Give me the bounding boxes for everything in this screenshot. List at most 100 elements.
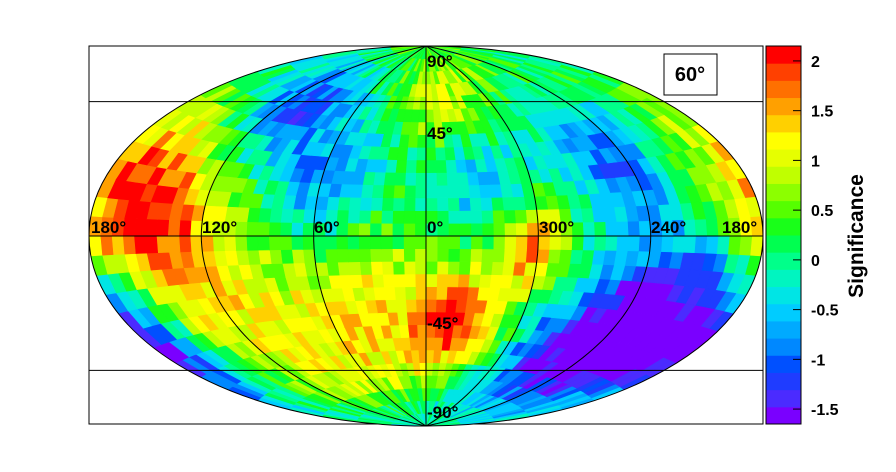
- map-cell: [548, 235, 562, 250]
- map-cell: [347, 209, 360, 224]
- map-cell: [503, 222, 517, 237]
- map-cell: [514, 209, 528, 224]
- coordinate-grid: [89, 45, 763, 427]
- colorbar-tick-label: 0.5: [811, 203, 833, 220]
- map-cell: [279, 221, 293, 237]
- map-cell: [425, 96, 434, 110]
- map-cell: [417, 121, 427, 136]
- map-cell: [481, 235, 494, 250]
- map-cell: [582, 235, 595, 251]
- map-cell: [660, 235, 674, 253]
- map-cell: [189, 235, 203, 252]
- map-cell: [347, 222, 360, 237]
- map-cell: [638, 220, 652, 237]
- lat-label-minus45: -45°: [427, 314, 459, 333]
- map-cell: [302, 248, 316, 264]
- map-cell: [406, 311, 418, 326]
- map-cell: [380, 248, 394, 262]
- map-cell: [403, 223, 416, 237]
- map-cell: [671, 235, 685, 253]
- map-cell: [369, 235, 382, 250]
- map-cell: [212, 235, 225, 252]
- map-cell: [469, 261, 482, 275]
- map-cell: [393, 184, 406, 199]
- map-cell: [447, 261, 460, 275]
- map-cell: [415, 147, 427, 161]
- map-cell: [515, 222, 528, 237]
- map-cell: [417, 349, 427, 364]
- map-cell: [416, 134, 427, 148]
- lat-label-90: 90°: [427, 52, 453, 71]
- colorbar-tick-label: -1.5: [811, 402, 839, 419]
- colorbar-segment: [766, 269, 801, 288]
- map-cell: [514, 248, 528, 263]
- significance-map: [89, 46, 763, 426]
- map-cell: [414, 248, 427, 262]
- map-cell: [381, 261, 394, 275]
- map-cell: [525, 248, 539, 263]
- colorbar-segment: [766, 80, 801, 99]
- colorbar-tick-label: 0: [811, 253, 820, 270]
- map-cell: [615, 235, 629, 252]
- map-cell: [392, 248, 405, 262]
- map-cell: [257, 221, 270, 237]
- map-cell: [403, 235, 416, 249]
- map-cell: [404, 286, 417, 300]
- colorbar-segment: [766, 166, 801, 184]
- map-cell: [558, 249, 572, 264]
- map-cell: [593, 221, 607, 237]
- map-cell: [425, 185, 438, 199]
- map-cell: [425, 235, 438, 249]
- map-cell: [279, 235, 293, 251]
- map-cell: [302, 235, 315, 250]
- longitude-labels: 180° 120° 60° 0° 300° 240° 180°: [91, 218, 757, 237]
- map-cell: [492, 235, 505, 250]
- map-cell: [245, 235, 259, 251]
- map-cell: [359, 197, 373, 211]
- map-cell: [425, 197, 438, 211]
- map-cell: [414, 223, 427, 237]
- map-cell: [693, 235, 708, 254]
- map-cell: [459, 235, 472, 250]
- map-cell: [436, 197, 449, 212]
- colorbar-segment: [766, 200, 801, 219]
- colorbar-tick-label: -1: [811, 352, 825, 369]
- map-cell: [391, 235, 404, 249]
- map-cell: [415, 311, 427, 326]
- colorbar-segment: [766, 355, 801, 373]
- map-cell: [324, 235, 337, 250]
- map-cell: [537, 235, 550, 250]
- map-cell: [405, 299, 417, 313]
- map-cell: [358, 248, 372, 263]
- map-cell: [615, 220, 629, 237]
- map-cell: [604, 235, 618, 251]
- map-cell: [144, 235, 159, 254]
- map-cell: [481, 222, 494, 237]
- map-cell: [470, 222, 483, 237]
- colorbar-segment: [766, 252, 801, 270]
- map-cell: [638, 235, 652, 252]
- map-cell: [443, 146, 456, 161]
- map-cell: [479, 197, 493, 211]
- map-cell: [360, 184, 374, 198]
- map-cell: [469, 210, 483, 224]
- map-cell: [337, 196, 351, 211]
- lat-label-minus90: -90°: [427, 403, 459, 422]
- map-cell: [492, 222, 505, 237]
- map-cell: [167, 219, 181, 237]
- map-cell: [403, 184, 416, 199]
- map-cell: [369, 248, 383, 262]
- map-cell: [446, 273, 459, 288]
- map-cell: [393, 172, 406, 186]
- inset-label: 60°: [675, 64, 705, 86]
- map-cell: [360, 274, 374, 288]
- map-cell: [326, 261, 340, 276]
- map-cell: [454, 299, 468, 313]
- map-cell: [415, 172, 427, 186]
- map-cell: [478, 274, 492, 288]
- map-cell: [448, 223, 461, 237]
- inset-label-box: 60°: [663, 53, 718, 96]
- colorbar-segment: [766, 97, 801, 116]
- map-cell: [569, 249, 583, 265]
